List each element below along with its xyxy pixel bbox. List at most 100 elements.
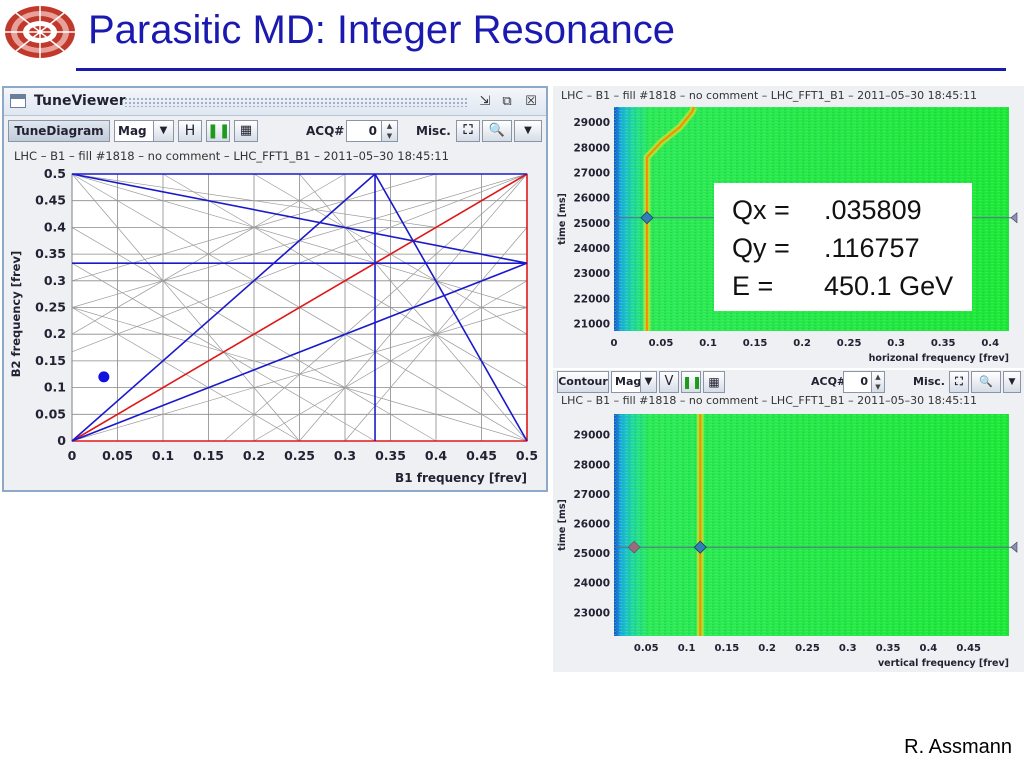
integer-resonance-line <box>71 173 528 442</box>
y-tick-label: 0.2 <box>44 326 66 341</box>
tune-trace <box>645 106 695 331</box>
v-button[interactable]: V <box>659 371 679 393</box>
pause-icon[interactable]: ❚❚ <box>206 120 230 142</box>
qy-label: Qy = <box>732 233 790 263</box>
ghost-marker <box>627 540 641 554</box>
qx-label: Qx = <box>732 195 790 225</box>
v-misc-label: Misc. <box>913 375 945 388</box>
tune-marker <box>640 211 654 225</box>
mode-select[interactable]: Mag ▼ <box>114 120 174 142</box>
chevron-down-icon[interactable]: ▼ <box>1003 371 1021 393</box>
y-tick-label: 25000 <box>573 548 610 560</box>
y-tick-label: 0 <box>57 433 66 448</box>
x-tick-label: 0.25 <box>795 643 820 654</box>
grid-icon[interactable]: ▦ <box>703 371 725 393</box>
y-tick-label: 25000 <box>573 218 610 230</box>
maximize-icon[interactable]: ⧉ <box>502 94 512 109</box>
minimize-icon[interactable]: ⇲ <box>479 94 491 109</box>
x-tick-label: 0.3 <box>887 338 905 349</box>
y-tick-label: 26000 <box>573 193 610 205</box>
zoom-icon[interactable]: 🔍 <box>971 371 1001 393</box>
y-tick-label: 0.05 <box>35 406 66 421</box>
zoom-icon[interactable]: 🔍 <box>482 120 512 142</box>
v-mode-select[interactable]: Mag ▼ <box>611 371 657 393</box>
v-plot-caption: LHC – B1 – fill #1818 – no comment – LHC… <box>561 394 977 407</box>
x-tick-label: 0.25 <box>284 448 315 463</box>
qy-value: .116757 <box>824 233 920 263</box>
plot-caption: LHC – B1 – fill #1818 – no comment – LHC… <box>14 149 449 163</box>
y-tick-label: 29000 <box>573 117 610 129</box>
acq-input[interactable]: 0 ▲ ▼ <box>346 120 398 142</box>
chevron-down-icon[interactable]: ▼ <box>514 120 542 142</box>
misc-label: Misc. <box>416 124 451 138</box>
x-tick-label: 0.35 <box>876 643 901 654</box>
working-point-marker <box>98 371 110 383</box>
x-tick-label: 0.2 <box>758 643 776 654</box>
y-axis-label: time [ms] <box>557 499 568 551</box>
y-tick-label: 28000 <box>573 459 610 471</box>
x-tick-label: 0.45 <box>956 643 981 654</box>
third-order-resonance-line <box>71 173 376 442</box>
x-tick-label: 0 <box>68 448 77 463</box>
third-order-resonance-line <box>71 262 528 442</box>
v-acq-input[interactable]: 0 ▲ ▼ <box>843 371 885 393</box>
x-tick-label: 0.4 <box>425 448 447 463</box>
contour-button[interactable]: Contour <box>557 371 609 393</box>
resonance-line-minor <box>71 173 300 442</box>
spinner-arrows-icon[interactable]: ▲ ▼ <box>871 372 884 392</box>
v-acq-value: 0 <box>860 375 868 388</box>
fit-icon[interactable]: ⛶ <box>456 120 480 142</box>
y-tick-label: 22000 <box>573 293 610 305</box>
spectrogram-noise <box>614 414 1009 636</box>
acq-value: 0 <box>368 124 377 138</box>
tune-values-overlay: Qx = .035809 Qy = .116757 E = 450.1 GeV <box>714 183 972 311</box>
pause-icon[interactable]: ❚❚ <box>681 371 702 393</box>
x-tick-label: 0.35 <box>375 448 406 463</box>
crosshair-handle <box>1010 541 1018 553</box>
lhc-logo <box>5 6 75 58</box>
title-divider <box>76 68 1006 71</box>
crosshair-handle <box>1010 212 1018 224</box>
x-tick-label: 0.05 <box>634 643 659 654</box>
x-tick-label: 0.2 <box>243 448 265 463</box>
energy-value: 450.1 GeV <box>824 271 954 301</box>
fit-icon[interactable]: ⛶ <box>949 371 969 393</box>
y-tick-label: 23000 <box>573 607 610 619</box>
x-axis-label: vertical frequency [frev] <box>878 658 1009 669</box>
x-tick-label: 0.3 <box>334 448 356 463</box>
slide-title: Parasitic MD: Integer Resonance <box>88 8 675 52</box>
window-titlebar[interactable]: TuneViewer ⇲ ⧉ ☒ <box>4 88 546 116</box>
h-button[interactable]: H <box>178 120 202 142</box>
close-icon[interactable]: ☒ <box>525 94 537 109</box>
tune-marker <box>693 540 707 554</box>
x-tick-label: 0.2 <box>793 338 811 349</box>
x-tick-label: 0.05 <box>102 448 133 463</box>
third-order-resonance-line <box>71 173 528 264</box>
resonance-line-minor <box>71 307 528 442</box>
chevron-down-icon: ▼ <box>153 121 173 141</box>
window-icon <box>10 94 26 108</box>
x-tick-label: 0.1 <box>699 338 717 349</box>
y-tick-label: 0.4 <box>44 219 66 234</box>
tune-diagram-chart[interactable]: 0 0.05 0.1 0.15 0.2 0.25 0.3 0.35 0.4 0.45 0.5 0 0.0… <box>4 164 546 490</box>
window-title: TuneViewer <box>34 93 126 109</box>
vertical-spectrogram[interactable]: 0.05 0.1 0.15 0.2 0.25 0.3 0.35 0.4 0.45 23000 240… <box>553 370 1024 672</box>
qx-value: .035809 <box>824 195 922 225</box>
x-tick-label: 0.15 <box>193 448 224 463</box>
y-axis-label: B2 frequency [frev] <box>9 251 23 377</box>
y-tick-label: 0.45 <box>35 193 66 208</box>
x-tick-label: 0.5 <box>516 448 538 463</box>
x-tick-label: 0.4 <box>920 643 938 654</box>
spinner-arrows-icon[interactable]: ▲ ▼ <box>381 121 397 141</box>
energy-label: E = <box>732 271 774 301</box>
x-tick-label: 0 <box>611 338 618 349</box>
x-tick-label: 0.25 <box>837 338 862 349</box>
grid-icon[interactable]: ▦ <box>234 120 258 142</box>
x-tick-label: 0.05 <box>649 338 674 349</box>
tune-diagram-button[interactable]: TuneDiagram <box>8 120 110 142</box>
x-axis-label: B1 frequency [frev] <box>395 471 527 485</box>
x-tick-label: 0.4 <box>981 338 999 349</box>
h-plot-caption: LHC – B1 – fill #1818 – no comment – LHC… <box>561 89 977 102</box>
acq-label: ACQ# <box>306 124 345 138</box>
y-tick-label: 28000 <box>573 142 610 154</box>
